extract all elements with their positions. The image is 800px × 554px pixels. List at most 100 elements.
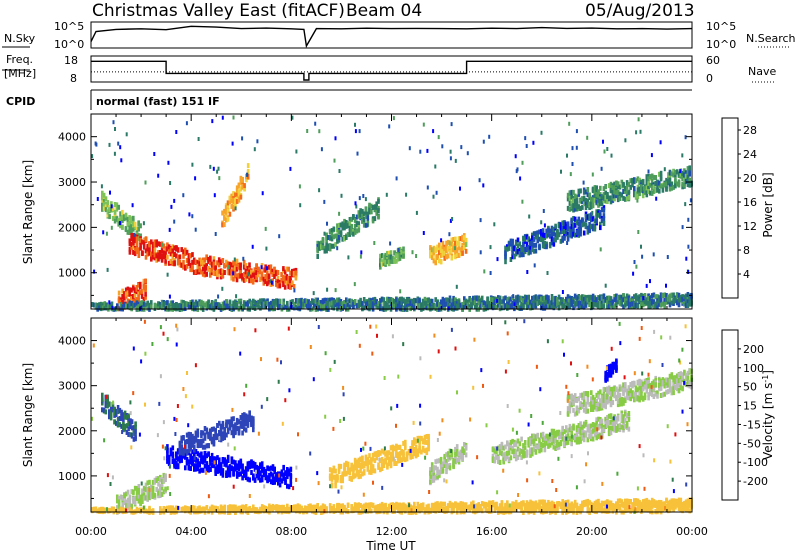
data-cell: [380, 253, 384, 259]
data-cell: [387, 254, 391, 260]
data-cell: [144, 284, 147, 290]
data-cell: [398, 246, 402, 252]
data-cell: [325, 237, 328, 243]
data-cell: [285, 280, 289, 286]
data-cell: [198, 257, 201, 263]
data-cell: [251, 244, 254, 249]
freq-panel: Freq. [MHz] 18 8 60 0 Nave: [2, 53, 776, 85]
data-cell: [647, 189, 650, 194]
data-cell: [602, 186, 606, 192]
data-cell: [262, 267, 266, 273]
data-cell: [166, 300, 169, 306]
data-cell: [588, 215, 591, 221]
data-cell: [516, 446, 520, 452]
data-cell: [232, 267, 235, 273]
data-cell: [287, 276, 290, 281]
data-cell: [450, 237, 454, 243]
data-cell: [287, 278, 290, 284]
data-cell: [534, 297, 538, 303]
data-cell: [597, 300, 600, 306]
data-cell: [135, 495, 139, 501]
data-cell: [361, 459, 364, 465]
data-cell: [234, 422, 237, 428]
data-cell: [362, 211, 366, 217]
data-cell: [422, 231, 425, 235]
data-cell: [409, 446, 412, 451]
data-cell: [527, 299, 530, 305]
data-cell: [305, 298, 309, 304]
data-cell: [454, 236, 457, 242]
data-cell: [237, 426, 241, 432]
data-cell: [599, 304, 602, 310]
data-cell: [253, 462, 257, 468]
data-cell: [153, 242, 157, 248]
data-cell: [364, 222, 368, 228]
data-cell: [588, 201, 591, 207]
data-cell: [355, 303, 359, 309]
data-cell: [357, 227, 361, 233]
data-cell: [450, 247, 454, 253]
data-cell: [283, 284, 287, 290]
data-cell: [273, 479, 276, 485]
data-cell: [540, 300, 543, 306]
data-cell: [346, 464, 350, 470]
data-cell: [244, 466, 248, 472]
data-cell: [529, 246, 532, 252]
data-cell: [243, 426, 246, 432]
data-cell: [454, 458, 457, 464]
data-cell: [518, 441, 522, 447]
data-cell: [613, 196, 616, 202]
data-cell: [271, 466, 275, 471]
data-cell: [106, 212, 110, 218]
data-cell: [103, 301, 107, 307]
data-cell: [142, 495, 146, 501]
data-cell: [196, 443, 200, 449]
data-cell: [504, 451, 507, 457]
data-cell: [438, 246, 441, 252]
data-cell: [251, 279, 255, 285]
data-cell: [133, 251, 137, 257]
data-cell: [571, 162, 574, 166]
data-cell: [128, 230, 131, 235]
data-cell: [150, 256, 153, 262]
data-cell: [683, 182, 686, 188]
data-cell: [146, 300, 149, 306]
data-cell: [446, 463, 450, 469]
data-cell: [568, 196, 572, 202]
data-cell: [200, 258, 203, 264]
data-cell: [563, 235, 566, 241]
data-cell: [320, 303, 323, 309]
data-cell: [370, 209, 373, 215]
data-cell: [207, 443, 210, 449]
data-cell: [218, 302, 221, 308]
data-cell: [282, 275, 285, 280]
data-cell: [675, 293, 679, 299]
data-cell: [445, 458, 448, 464]
data-cell: [142, 297, 146, 302]
data-cell: [466, 302, 470, 308]
data-cell: [135, 486, 139, 492]
data-cell: [482, 183, 485, 188]
data-cell: [459, 236, 463, 242]
data-cell: [169, 258, 173, 264]
data-cell: [631, 298, 634, 304]
data-cell: [221, 434, 225, 440]
data-cell: [582, 301, 586, 307]
data-cell: [461, 448, 464, 454]
data-cell: [595, 199, 598, 205]
data-cell: [450, 255, 454, 261]
data-cell: [436, 301, 439, 307]
data-cell: [454, 246, 456, 251]
data-cell: [178, 254, 182, 260]
data-cell: [184, 251, 187, 256]
data-cell: [373, 216, 377, 222]
data-cell: [357, 474, 361, 480]
data-cell: [440, 238, 443, 243]
data-cell: [120, 409, 123, 415]
data-cell: [445, 240, 448, 246]
data-cell: [491, 301, 495, 307]
data-cell: [405, 302, 409, 308]
data-cell: [418, 435, 421, 441]
data-cell: [641, 193, 645, 199]
data-cell: [470, 297, 473, 303]
